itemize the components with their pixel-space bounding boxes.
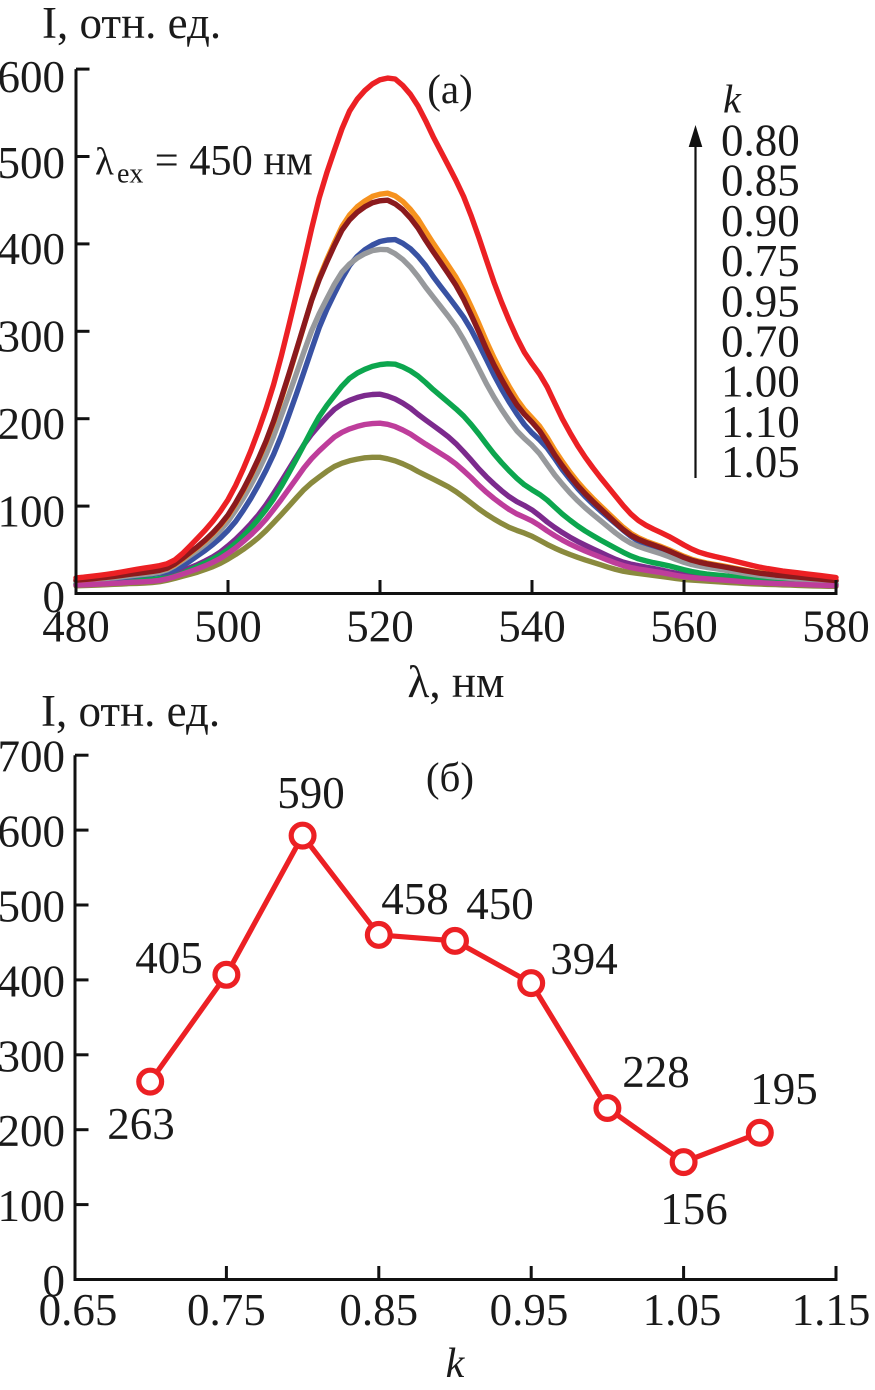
svg-text:1.15: 1.15 <box>792 1285 871 1335</box>
svg-text:300: 300 <box>0 1031 65 1081</box>
svg-text:400: 400 <box>0 956 65 1006</box>
svg-text:0: 0 <box>43 1256 66 1306</box>
svg-text:1.05: 1.05 <box>721 437 800 487</box>
svg-text:100: 100 <box>0 487 65 537</box>
svg-text:I, отн. ед.: I, отн. ед. <box>41 686 220 736</box>
svg-text:195: 195 <box>750 1064 818 1114</box>
svg-text:600: 600 <box>0 52 65 102</box>
svg-text:540: 540 <box>498 602 566 652</box>
svg-text:0.95: 0.95 <box>721 276 800 326</box>
svg-text:I, отн. ед.: I, отн. ед. <box>42 0 221 48</box>
svg-text:300: 300 <box>0 312 65 362</box>
svg-text:590: 590 <box>277 768 345 818</box>
svg-text:λ, нм: λ, нм <box>408 657 505 707</box>
svg-text:520: 520 <box>346 602 414 652</box>
svg-text:0.90: 0.90 <box>721 196 800 246</box>
svg-text:λ: λ <box>95 141 114 184</box>
svg-text:156: 156 <box>660 1184 728 1234</box>
svg-text:1.10: 1.10 <box>721 397 800 447</box>
svg-text:k: k <box>723 77 742 122</box>
svg-text:480: 480 <box>42 602 110 652</box>
svg-text:200: 200 <box>0 399 65 449</box>
svg-text:200: 200 <box>0 1106 65 1156</box>
svg-text:228: 228 <box>622 1047 690 1097</box>
svg-text:0: 0 <box>43 572 66 622</box>
svg-text:400: 400 <box>0 224 65 274</box>
svg-text:458: 458 <box>381 874 449 924</box>
svg-text:263: 263 <box>107 1099 175 1149</box>
svg-text:0.75: 0.75 <box>721 236 800 286</box>
svg-text:700: 700 <box>0 732 65 782</box>
svg-text:ex: ex <box>117 159 143 190</box>
svg-text:= 450 нм: = 450 нм <box>155 137 313 185</box>
svg-text:394: 394 <box>550 934 618 984</box>
svg-text:405: 405 <box>135 933 203 983</box>
svg-text:500: 500 <box>0 138 65 188</box>
svg-text:500: 500 <box>0 882 65 932</box>
svg-text:600: 600 <box>0 807 65 857</box>
svg-text:0.80: 0.80 <box>721 116 800 166</box>
svg-text:0.70: 0.70 <box>721 317 800 367</box>
svg-text:500: 500 <box>194 602 262 652</box>
svg-text:0.85: 0.85 <box>721 156 800 206</box>
svg-text:0.85: 0.85 <box>339 1285 418 1335</box>
svg-text:580: 580 <box>802 602 870 652</box>
svg-text:1.05: 1.05 <box>643 1285 722 1335</box>
svg-text:450: 450 <box>466 879 534 929</box>
svg-text:1.00: 1.00 <box>721 357 800 407</box>
svg-text:0.75: 0.75 <box>187 1285 266 1335</box>
svg-text:k: k <box>446 1341 466 1387</box>
svg-text:(а): (а) <box>427 66 473 112</box>
svg-text:(б): (б) <box>426 754 474 800</box>
svg-text:0.95: 0.95 <box>490 1285 569 1335</box>
svg-text:100: 100 <box>0 1181 65 1231</box>
svg-text:0.65: 0.65 <box>39 1285 118 1335</box>
svg-text:560: 560 <box>650 602 718 652</box>
